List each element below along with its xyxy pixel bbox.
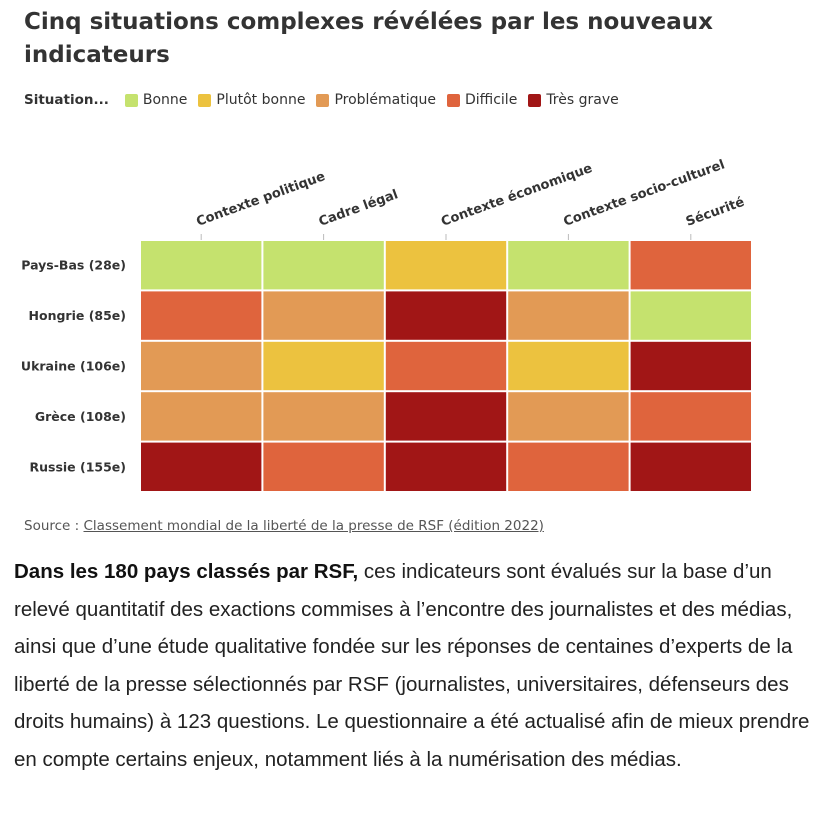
heatmap-cell-ukraine-106e-contexte-socio-culturel[interactable]: Plutôt bonne (508, 341, 629, 391)
heatmap-cell-grece-108e-contexte-socio-culturel[interactable]: Problématique (508, 392, 629, 441)
heatmap-cell-pays-bas-28e-contexte-socio-culturel[interactable]: Bonne (508, 241, 629, 290)
source-link[interactable]: Classement mondial de la liberté de la p… (83, 518, 544, 534)
heatmap-cell-russie-155e-contexte-socio-culturel[interactable]: Difficile (508, 442, 629, 491)
heatmap-cell-pays-bas-28e-contexte-politique[interactable]: Bonne (141, 241, 262, 290)
heatmap-cell-russie-155e-cadre-legal[interactable]: Difficile (263, 442, 384, 491)
heatmap-cell-hongrie-85e-contexte-economique[interactable]: Très grave (385, 291, 507, 340)
heatmap-cell-hongrie-85e-cadre-legal[interactable]: Problématique (263, 291, 384, 340)
heatmap-cell-hongrie-85e-securite[interactable]: Bonne (630, 291, 751, 340)
heatmap-cell-pays-bas-28e-securite[interactable]: Difficile (630, 241, 751, 290)
legend-label: Très grave (546, 92, 619, 108)
legend-item-plutot-bonne[interactable]: Plutôt bonne (198, 92, 305, 108)
heatmap-cell-hongrie-85e-contexte-socio-culturel[interactable]: Problématique (508, 291, 629, 340)
row-label-pays-bas-28e: Pays-Bas (28e) (21, 258, 126, 273)
heatmap-cell-hongrie-85e-contexte-politique[interactable]: Difficile (141, 291, 262, 340)
legend-label: Problématique (334, 92, 437, 108)
legend: Situation... Bonne Plutôt bonne Probléma… (24, 89, 630, 111)
row-label-ukraine-106e: Ukraine (106e) (21, 359, 126, 374)
column-label-securite: Sécurité (684, 195, 747, 230)
heatmap-cell-ukraine-106e-cadre-legal[interactable]: Plutôt bonne (263, 341, 384, 391)
legend-swatch (447, 93, 461, 107)
row-label-hongrie-85e: Hongrie (85e) (29, 308, 126, 323)
legend-item-tres-grave[interactable]: Très grave (528, 92, 619, 108)
heatmap-cell-ukraine-106e-contexte-economique[interactable]: Difficile (385, 341, 507, 391)
heatmap-cell-ukraine-106e-securite[interactable]: Très grave (630, 341, 751, 391)
legend-item-problematique[interactable]: Problématique (316, 92, 436, 108)
legend-swatch (316, 93, 330, 107)
legend-swatch (124, 93, 138, 107)
heatmap-cell-russie-155e-contexte-economique[interactable]: Très grave (385, 442, 507, 491)
row-label-russie-155e: Russie (155e) (29, 459, 126, 474)
heatmap-cell-ukraine-106e-contexte-politique[interactable]: Problématique (141, 341, 262, 391)
heatmap-cell-russie-155e-contexte-politique[interactable]: Très grave (141, 442, 262, 491)
article-body: ces indicateurs sont évalués sur la base… (14, 560, 810, 771)
heatmap-cell-grece-108e-contexte-politique[interactable]: Problématique (141, 392, 262, 441)
column-label-cadre-legal: Cadre légal (317, 187, 400, 230)
heatmap-cell-pays-bas-28e-cadre-legal[interactable]: Bonne (263, 241, 384, 290)
legend-swatch (528, 93, 542, 107)
legend-item-bonne[interactable]: Bonne (124, 92, 188, 108)
legend-title: Situation... (24, 92, 109, 108)
legend-label: Plutôt bonne (216, 92, 306, 108)
heatmap-cell-pays-bas-28e-contexte-economique[interactable]: Plutôt bonne (385, 241, 507, 290)
legend-label: Difficile (465, 92, 518, 108)
source-prefix: Source : (24, 518, 84, 534)
legend-swatch (198, 93, 212, 107)
source-note: Source : Classement mondial de la libert… (24, 518, 544, 534)
heatmap-cell-grece-108e-contexte-economique[interactable]: Très grave (385, 392, 507, 441)
legend-item-difficile[interactable]: Difficile (447, 92, 517, 108)
heatmap-cell-grece-108e-securite[interactable]: Difficile (630, 392, 751, 441)
row-label-grece-108e: Grèce (108e) (35, 409, 126, 424)
heatmap-cell-grece-108e-cadre-legal[interactable]: Problématique (263, 392, 384, 441)
heatmap-cell-russie-155e-securite[interactable]: Très grave (630, 442, 751, 491)
chart-title: Cinq situations complexes révélées par l… (24, 9, 714, 68)
column-label-contexte-politique: Contexte politique (194, 169, 327, 230)
heatmap-chart: BonneBonnePlutôt bonneBonneDifficileDiff… (21, 157, 752, 492)
article-lead: Dans les 180 pays classés par RSF, (14, 560, 359, 583)
article-paragraph: Dans les 180 pays classés par RSF, ces i… (14, 553, 814, 778)
legend-label: Bonne (142, 92, 188, 108)
